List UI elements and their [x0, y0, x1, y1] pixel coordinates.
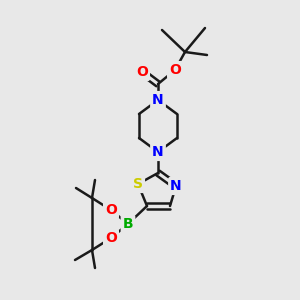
Text: N: N [152, 145, 164, 159]
Text: O: O [169, 63, 181, 77]
Text: O: O [105, 231, 117, 245]
Text: O: O [136, 65, 148, 79]
Text: N: N [152, 93, 164, 107]
Text: N: N [170, 179, 182, 193]
Text: O: O [105, 203, 117, 217]
Text: S: S [133, 177, 143, 191]
Text: B: B [123, 217, 133, 231]
